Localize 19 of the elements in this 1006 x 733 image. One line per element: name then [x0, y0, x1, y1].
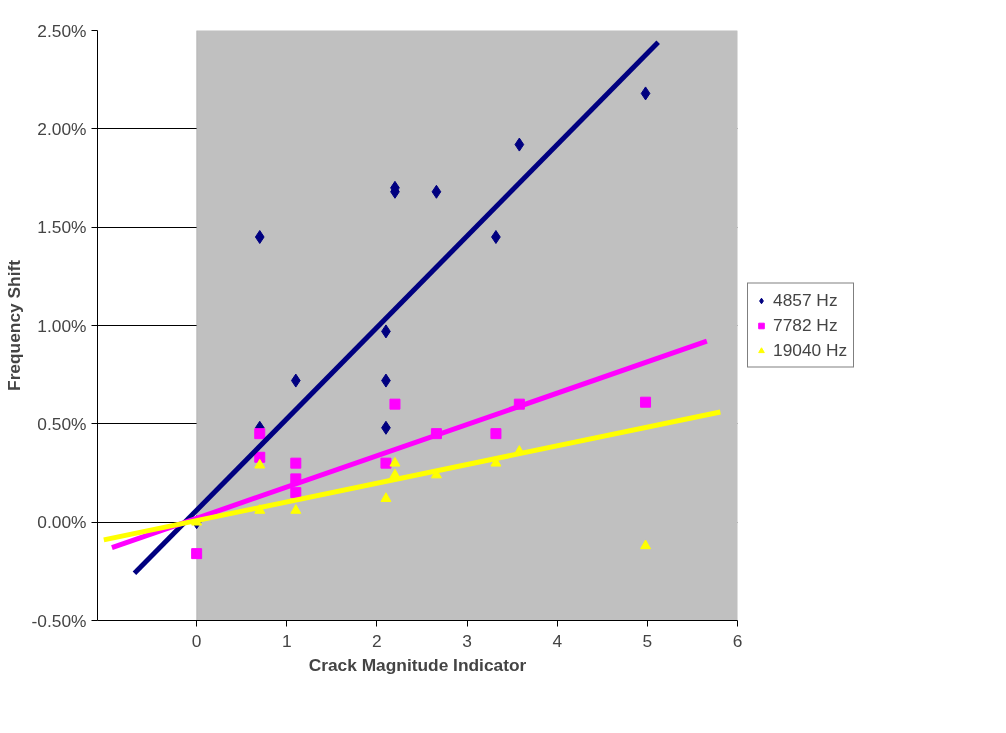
legend-label: 4857 Hz	[773, 289, 838, 311]
y-tick-label: -0.50%	[31, 610, 87, 631]
x-tick-label: 2	[372, 630, 382, 651]
x-tick-label: 3	[462, 630, 472, 651]
y-tick-label: 2.50%	[37, 20, 87, 41]
y-tick-label: 0.00%	[37, 512, 87, 533]
x-tick-label: 4	[552, 630, 563, 651]
x-tick-label: 1	[281, 630, 292, 651]
x-tick-label: 5	[642, 630, 653, 651]
legend-label: 19040 Hz	[773, 339, 848, 361]
legend-label: 7782 Hz	[773, 314, 838, 336]
y-axis-title: Frequency Shift	[3, 259, 24, 391]
y-tick-label: 1.50%	[37, 217, 87, 238]
y-tick-label: 1.00%	[37, 315, 87, 336]
x-tick-label: 0	[191, 630, 202, 651]
y-tick-label: 0.50%	[37, 413, 87, 434]
x-axis-title: Crack Magnitude Indicator	[308, 654, 527, 675]
y-tick-label: 2.00%	[37, 118, 87, 139]
x-tick-label: 6	[732, 630, 743, 651]
